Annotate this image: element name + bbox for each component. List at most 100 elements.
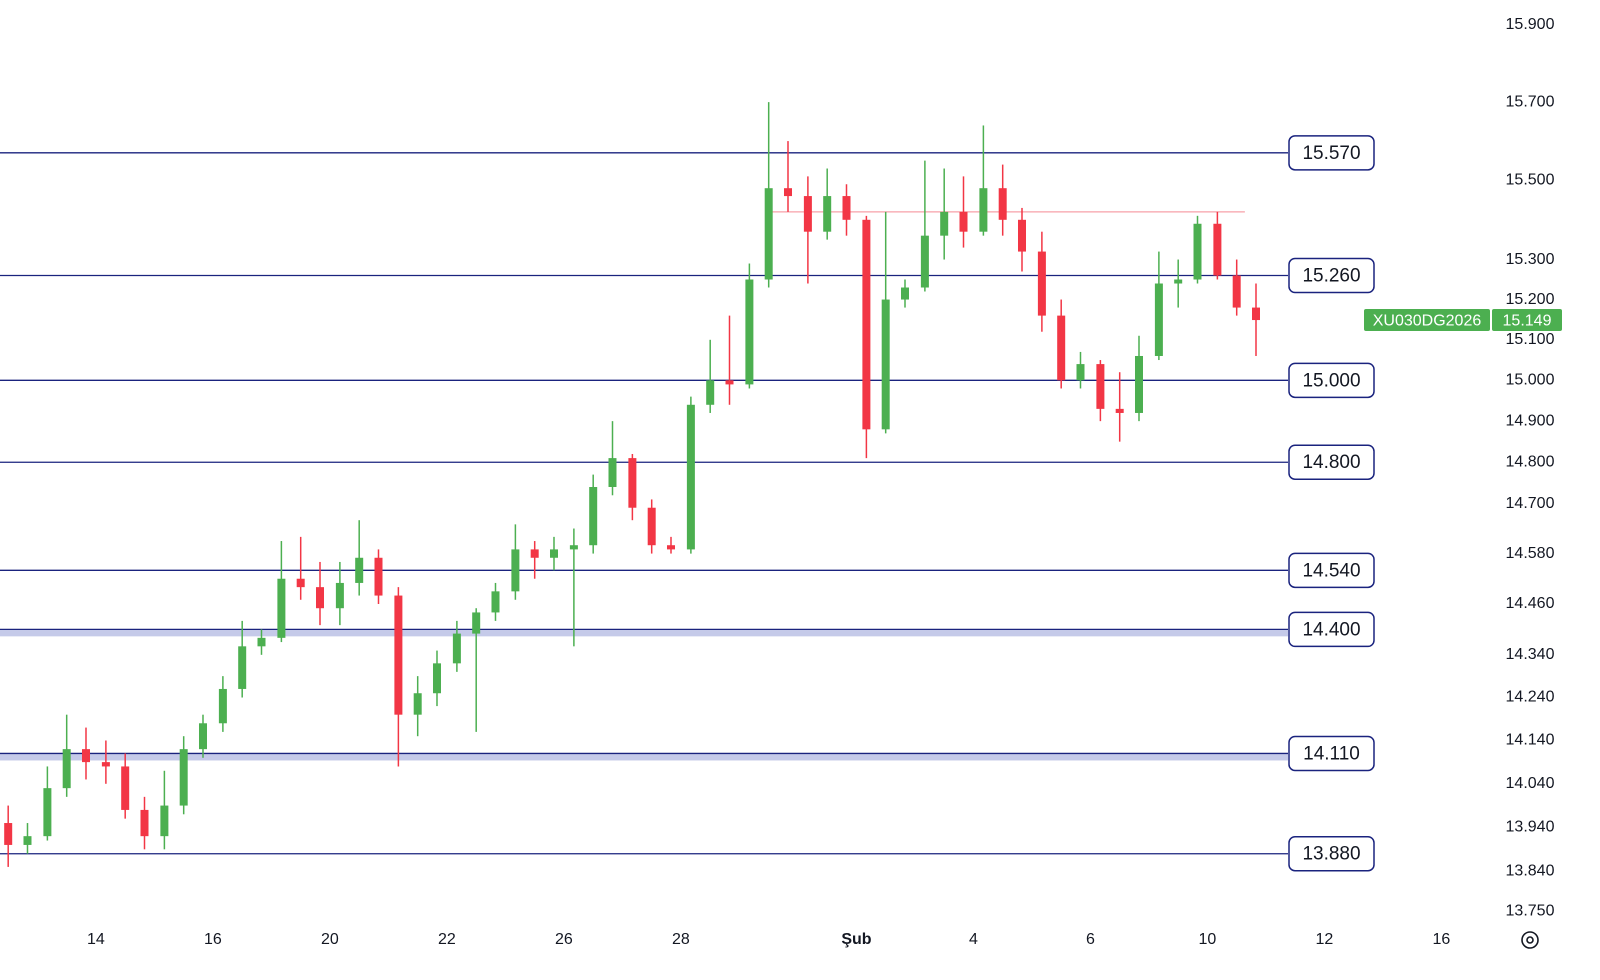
level-label: 14.800 bbox=[1302, 452, 1360, 473]
level-box bbox=[1288, 835, 1375, 872]
candle-body bbox=[355, 557, 364, 583]
y-tick-label: 14.240 bbox=[1506, 689, 1555, 706]
y-tick-label: 15.700 bbox=[1506, 93, 1555, 110]
y-tick-label: 14.460 bbox=[1506, 595, 1555, 612]
candle-body bbox=[1037, 251, 1046, 316]
candle-body bbox=[121, 766, 130, 810]
gear[interactable] bbox=[1521, 931, 1539, 949]
candle-body bbox=[940, 211, 949, 236]
candle-body bbox=[257, 637, 266, 647]
y-tick-label: 14.700 bbox=[1506, 495, 1555, 512]
candle-body bbox=[140, 809, 149, 837]
candle-body bbox=[472, 612, 481, 634]
symbol-tag bbox=[1364, 309, 1490, 332]
candle-body bbox=[706, 380, 715, 405]
x-tick-label: 22 bbox=[438, 931, 456, 948]
level-label: 15.260 bbox=[1302, 266, 1360, 287]
candle-body bbox=[589, 487, 598, 546]
candle-body bbox=[1174, 279, 1183, 284]
level-label: 14.400 bbox=[1302, 619, 1360, 640]
candle-body bbox=[296, 578, 305, 588]
x-tick-label: 16 bbox=[204, 931, 222, 948]
candle-body bbox=[1134, 355, 1143, 413]
x-tick-label: 14 bbox=[87, 931, 105, 948]
candle-body bbox=[1232, 275, 1241, 308]
y-tick-label: 14.900 bbox=[1506, 412, 1555, 429]
candle-body bbox=[179, 749, 188, 806]
y-tick-label: 14.580 bbox=[1506, 545, 1555, 562]
candle-body bbox=[413, 693, 422, 715]
y-tick-label: 15.300 bbox=[1506, 251, 1555, 268]
candle-body bbox=[1017, 219, 1026, 252]
y-tick-label: 13.750 bbox=[1506, 902, 1555, 919]
level-band bbox=[0, 753, 1288, 761]
candle-body bbox=[1193, 223, 1202, 280]
level-label: 13.880 bbox=[1302, 844, 1360, 865]
y-tick-label: 13.840 bbox=[1506, 863, 1555, 880]
level-label: 14.110 bbox=[1303, 743, 1360, 764]
level-label: 15.570 bbox=[1302, 143, 1360, 164]
level-box bbox=[1288, 611, 1375, 648]
gear-center[interactable] bbox=[1526, 936, 1534, 944]
candle-body bbox=[979, 188, 988, 232]
y-tick-label: 14.040 bbox=[1506, 775, 1555, 792]
candle-body bbox=[745, 279, 754, 385]
candle-body bbox=[198, 723, 207, 750]
candle-body bbox=[549, 549, 558, 558]
symbol-label: XU030DG2026 bbox=[1373, 312, 1482, 329]
x-tick-label: Şub bbox=[841, 931, 871, 948]
y-tick-label: 14.340 bbox=[1506, 646, 1555, 663]
candle-body bbox=[647, 507, 656, 546]
candle-body bbox=[764, 188, 773, 280]
candle-body bbox=[1154, 283, 1163, 356]
candle-body bbox=[783, 188, 792, 197]
x-tick-label: 28 bbox=[672, 931, 690, 948]
y-tick-label: 13.940 bbox=[1506, 819, 1555, 836]
x-tick-label: 26 bbox=[555, 931, 573, 948]
candle-body bbox=[920, 235, 929, 288]
candle-body bbox=[569, 545, 578, 550]
candle-body bbox=[803, 196, 812, 232]
y-tick-label: 15.200 bbox=[1506, 291, 1555, 308]
candle-body bbox=[1057, 315, 1066, 381]
candle-body bbox=[1115, 408, 1124, 413]
candle-body bbox=[511, 549, 520, 592]
candle-body bbox=[530, 549, 539, 558]
level-band bbox=[0, 629, 1288, 637]
candle-body bbox=[900, 287, 909, 300]
y-tick-label: 15.100 bbox=[1506, 331, 1555, 348]
level-box bbox=[1288, 552, 1375, 589]
candle-body bbox=[1076, 364, 1085, 381]
y-tick-label: 15.000 bbox=[1506, 372, 1555, 389]
level-label: 14.540 bbox=[1302, 560, 1360, 581]
candle-body bbox=[628, 458, 637, 508]
x-tick-label: 10 bbox=[1199, 931, 1217, 948]
candle-body bbox=[238, 646, 247, 689]
candle-body bbox=[374, 557, 383, 596]
candle-body bbox=[1213, 223, 1222, 276]
candle-body bbox=[43, 788, 52, 837]
candle-body bbox=[1096, 364, 1105, 409]
candle-body bbox=[959, 211, 968, 232]
y-tick-label: 15.900 bbox=[1506, 16, 1555, 33]
price-tag bbox=[1492, 309, 1562, 332]
candle-body bbox=[160, 805, 169, 837]
level-box bbox=[1288, 362, 1375, 399]
candles bbox=[4, 102, 1260, 867]
x-tick-label: 12 bbox=[1316, 931, 1334, 948]
candle-body bbox=[998, 188, 1007, 220]
candle-body bbox=[1251, 307, 1260, 321]
candle-body bbox=[394, 595, 403, 715]
settings-icon[interactable] bbox=[1521, 931, 1539, 949]
level-box bbox=[1288, 135, 1375, 171]
y-tick-label: 15.500 bbox=[1506, 172, 1555, 189]
candle-body bbox=[101, 762, 110, 767]
candle-body bbox=[62, 749, 71, 789]
candle-body bbox=[277, 578, 286, 638]
candle-body bbox=[725, 380, 734, 385]
candle-body bbox=[81, 749, 90, 763]
x-tick-label: 4 bbox=[969, 931, 978, 948]
x-tick-label: 16 bbox=[1433, 931, 1451, 948]
candle-body bbox=[862, 219, 871, 430]
